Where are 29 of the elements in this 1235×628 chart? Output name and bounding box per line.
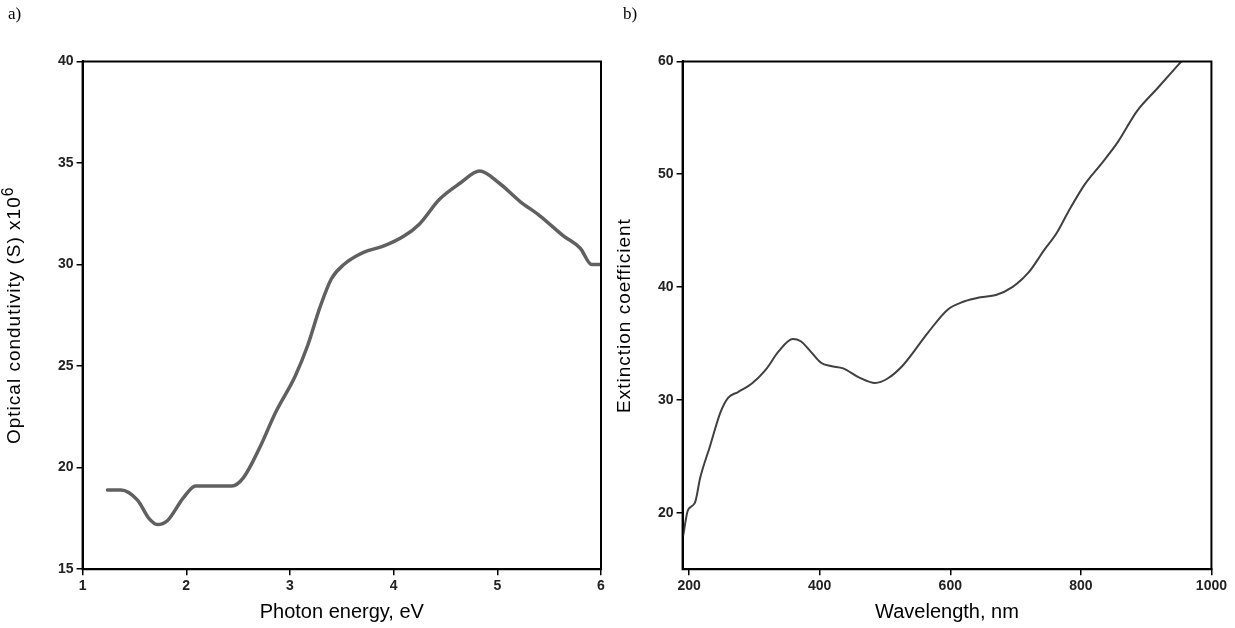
- x-tick-label: 1000: [1195, 577, 1228, 594]
- x-tick-label: 3: [286, 577, 295, 594]
- x-tick-label: 600: [938, 577, 963, 594]
- y-tick-label: 40: [57, 52, 74, 69]
- x-tick-label: 5: [493, 577, 502, 594]
- chart-title: b): [623, 4, 638, 24]
- x-tick-label: 4: [389, 577, 398, 594]
- x-axis-title: Photon energy, eV: [259, 599, 425, 622]
- y-tick-label: 40: [657, 277, 674, 294]
- x-tick-label: 200: [677, 577, 701, 594]
- y-tick-label: 60: [657, 52, 674, 69]
- y-tick-label: 20: [657, 503, 674, 520]
- y-tick-label: 15: [57, 560, 74, 577]
- line-series: [105, 169, 601, 527]
- x-tick-label: 1: [78, 577, 87, 594]
- y-axis-title: Extinction coefficient: [612, 217, 635, 413]
- x-tick-label: 800: [1069, 577, 1093, 594]
- y-tick-label: 20: [57, 458, 74, 475]
- y-tick-label: 25: [57, 356, 74, 373]
- x-axis-title: Wavelength, nm: [875, 599, 1019, 622]
- y-tick-label: 30: [657, 390, 674, 407]
- x-tick-label: 6: [597, 577, 606, 594]
- chart-title: a): [8, 4, 22, 24]
- y-tick-label: 50: [657, 165, 674, 182]
- x-tick-label: 2: [182, 577, 191, 594]
- line-series: [682, 61, 1183, 537]
- y-tick-label: 35: [57, 153, 74, 170]
- y-tick-label: 30: [57, 255, 74, 272]
- x-tick-label: 400: [808, 577, 832, 594]
